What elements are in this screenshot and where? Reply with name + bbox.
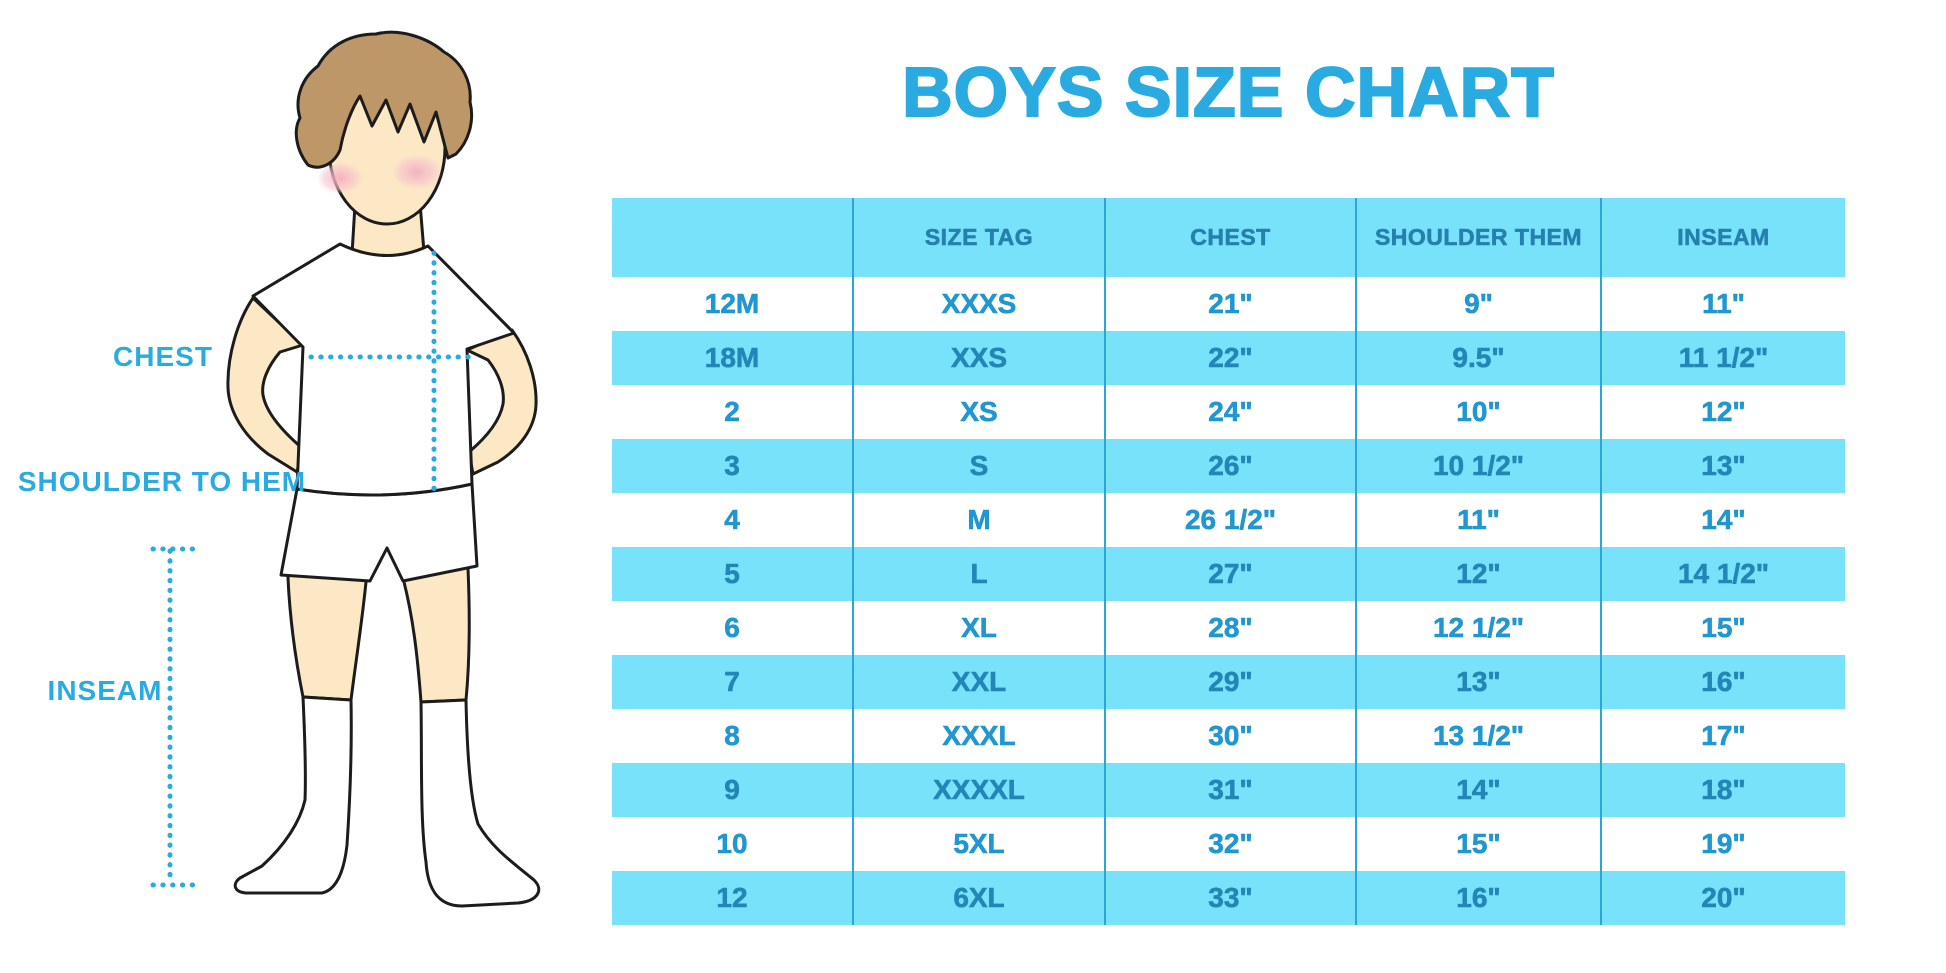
value-cell: 19" — [1600, 817, 1845, 871]
size-table-header: SIZE TAG CHEST SHOULDER THEM INSEAM — [612, 198, 1845, 277]
table-row: 10 5XL 32" 15" 19" — [612, 817, 1845, 871]
value-cell: 12 1/2" — [1355, 601, 1601, 655]
value-cell: 18" — [1600, 763, 1845, 817]
boy-right-cheek — [392, 155, 442, 189]
value-cell: XXL — [852, 655, 1105, 709]
value-cell: 9.5" — [1355, 331, 1601, 385]
value-cell: 12" — [1355, 547, 1601, 601]
size-cell: 7 — [612, 655, 853, 709]
value-cell: 14" — [1600, 493, 1845, 547]
chest-label: CHEST — [113, 341, 213, 372]
value-cell: 16" — [1600, 655, 1845, 709]
table-row: 5 L 27" 12" 14 1/2" — [612, 547, 1845, 601]
table-row: 8 XXXL 30" 13 1/2" 17" — [612, 709, 1845, 763]
table-row: 6 XL 28" 12 1/2" 15" — [612, 601, 1845, 655]
table-row: 7 XXL 29" 13" 16" — [612, 655, 1845, 709]
value-cell: 11" — [1355, 493, 1601, 547]
value-cell: 10 1/2" — [1355, 439, 1601, 493]
table-row: 4 M 26 1/2" 11" 14" — [612, 493, 1845, 547]
table-row: 12M XXXS 21" 9" 11" — [612, 277, 1845, 331]
value-cell: 16" — [1355, 871, 1601, 925]
size-cell: 5 — [612, 547, 853, 601]
boy-left-sock — [233, 695, 353, 895]
header-chest: CHEST — [1104, 198, 1356, 277]
value-cell: 13 1/2" — [1355, 709, 1601, 763]
page-title: BOYS SIZE CHART — [901, 52, 1555, 132]
value-cell: 31" — [1104, 763, 1356, 817]
inseam-label: INSEAM — [47, 675, 163, 706]
size-cell: 4 — [724, 504, 740, 536]
value-cell: 22" — [1104, 331, 1356, 385]
size-cell: 10 — [716, 828, 748, 860]
value-cell: 28" — [1104, 601, 1356, 655]
value-cell: XL — [852, 601, 1105, 655]
value-cell: 13" — [1600, 439, 1845, 493]
value-cell: 26 1/2" — [1104, 493, 1356, 547]
value-cell: M — [852, 493, 1105, 547]
boy-left-arm — [226, 296, 305, 474]
header-size — [612, 198, 853, 277]
size-cell: 3 — [612, 439, 853, 493]
size-table: SIZE TAG CHEST SHOULDER THEM INSEAM 12M XXXS… — [612, 198, 1845, 925]
boy-tshirt — [251, 242, 516, 497]
header-shoulder-them: SHOULDER THEM — [1355, 198, 1601, 277]
value-cell: L — [852, 547, 1105, 601]
value-cell: 24" — [1104, 385, 1356, 439]
size-cell: 18M — [612, 331, 853, 385]
table-row: 3 S 26" 10 1/2" 13" — [612, 439, 1845, 493]
value-cell: 26" — [1104, 439, 1356, 493]
boy-right-sock — [419, 698, 541, 908]
boy-figure-illustration — [150, 30, 541, 908]
value-cell: 15" — [1600, 601, 1845, 655]
size-cell: 8 — [724, 720, 740, 752]
value-cell: 5XL — [852, 817, 1105, 871]
value-cell: XXXXL — [852, 763, 1105, 817]
value-cell: 9" — [1355, 277, 1601, 331]
value-cell: 27" — [1104, 547, 1356, 601]
table-row: 12 6XL 33" 16" 20" — [612, 871, 1845, 925]
value-cell: 14 1/2" — [1600, 547, 1845, 601]
value-cell: 13" — [1355, 655, 1601, 709]
value-cell: 21" — [1104, 277, 1356, 331]
table-row: 9 XXXXL 31" 14" 18" — [612, 763, 1845, 817]
boy-hair — [294, 30, 474, 169]
size-cell: 2 — [724, 396, 740, 428]
value-cell: 11 1/2" — [1600, 331, 1845, 385]
value-cell: 33" — [1104, 871, 1356, 925]
boy-shorts — [279, 482, 479, 583]
size-table-body: 12M XXXS 21" 9" 11" 18M XXS 22" 9.5" 11 1/2" 2 XS 24… — [612, 277, 1845, 925]
value-cell: S — [852, 439, 1105, 493]
value-cell: 30" — [1104, 709, 1356, 763]
value-cell: 11" — [1600, 277, 1845, 331]
value-cell: 12" — [1600, 385, 1845, 439]
header-inseam: INSEAM — [1600, 198, 1845, 277]
value-cell: XS — [852, 385, 1105, 439]
value-cell: 15" — [1355, 817, 1601, 871]
value-cell: 10" — [1355, 385, 1601, 439]
value-cell: 32" — [1104, 817, 1356, 871]
size-cell: 12 — [612, 871, 853, 925]
size-cell: 9 — [612, 763, 853, 817]
size-cell: 12M — [704, 288, 760, 320]
header-row: SIZE TAG CHEST SHOULDER THEM INSEAM — [612, 198, 1845, 277]
table-row: 18M XXS 22" 9.5" 11 1/2" — [612, 331, 1845, 385]
boy-left-cheek — [317, 162, 363, 194]
shoulder-to-hem-label: SHOULDER TO HEM — [17, 466, 307, 497]
value-cell: 17" — [1600, 709, 1845, 763]
table-row: 2 XS 24" 10" 12" — [612, 385, 1845, 439]
value-cell: 6XL — [852, 871, 1105, 925]
value-cell: 20" — [1600, 871, 1845, 925]
value-cell: XXS — [852, 331, 1105, 385]
size-cell: 6 — [724, 612, 740, 644]
boy-right-arm — [465, 328, 538, 476]
value-cell: 29" — [1104, 655, 1356, 709]
value-cell: XXXS — [852, 277, 1105, 331]
value-cell: XXXL — [852, 709, 1105, 763]
value-cell: 14" — [1355, 763, 1601, 817]
header-size-tag: SIZE TAG — [852, 198, 1105, 277]
